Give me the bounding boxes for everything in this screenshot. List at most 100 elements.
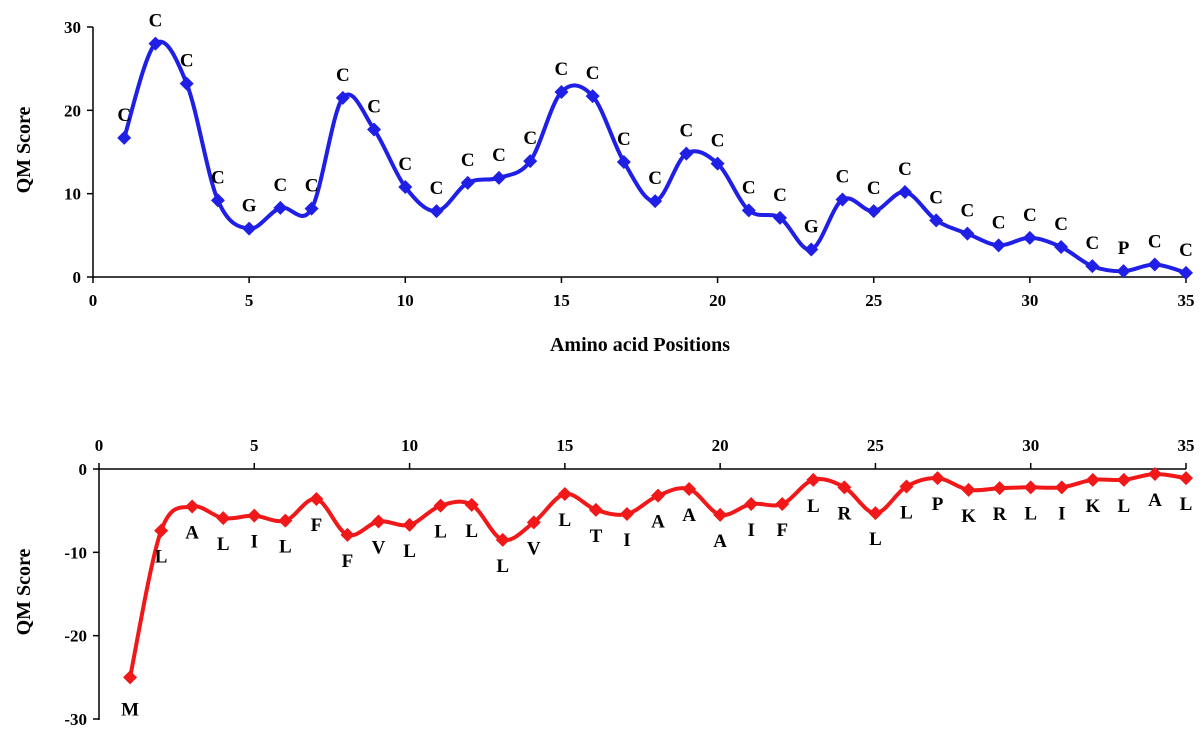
data-point-marker bbox=[679, 146, 694, 161]
data-point-label: C bbox=[586, 63, 600, 84]
data-point-marker bbox=[433, 498, 448, 513]
data-point-marker bbox=[179, 76, 194, 91]
data-point-marker bbox=[961, 482, 976, 497]
x-ticks: 0 5 10 15 20 25 30 35 bbox=[95, 436, 1195, 469]
data-point-marker bbox=[185, 499, 200, 514]
data-point-label: C bbox=[430, 178, 444, 199]
data-point-marker bbox=[1147, 257, 1162, 272]
data-point-label: L bbox=[279, 537, 292, 558]
data-point-marker bbox=[1147, 467, 1162, 481]
x-tick-label: 0 bbox=[95, 436, 104, 455]
data-point-marker bbox=[806, 472, 821, 487]
data-point-label: C bbox=[149, 11, 163, 32]
data-point-label: C bbox=[398, 154, 412, 175]
data-point-marker bbox=[1085, 472, 1100, 487]
data-point-marker bbox=[960, 226, 975, 241]
data-point-marker bbox=[247, 508, 262, 523]
data-point-marker bbox=[216, 511, 231, 526]
x-tick-label: 15 bbox=[556, 436, 573, 455]
data-point-label: C bbox=[992, 212, 1006, 233]
x-tick-label: 15 bbox=[553, 291, 570, 310]
data-point-marker bbox=[1022, 230, 1037, 245]
data-point-marker bbox=[992, 481, 1007, 496]
data-point-label: K bbox=[961, 506, 976, 527]
data-point-label: F bbox=[311, 515, 323, 536]
x-tick-label: 25 bbox=[865, 291, 882, 310]
data-point-label: C bbox=[961, 201, 975, 222]
data-point-marker bbox=[491, 170, 506, 185]
y-axis-title: QM Score bbox=[13, 548, 35, 635]
y-tick-label: -30 bbox=[64, 710, 87, 729]
data-point-label: C bbox=[742, 177, 756, 198]
data-point-label: C bbox=[211, 167, 225, 188]
data-point-marker bbox=[899, 479, 914, 494]
y-tick-label: 20 bbox=[64, 101, 81, 120]
data-point-label: R bbox=[993, 504, 1007, 525]
y-tick-label: 30 bbox=[64, 18, 81, 37]
data-point-label: C bbox=[117, 105, 131, 126]
data-point-label: L bbox=[1024, 503, 1037, 524]
data-point-marker bbox=[710, 156, 725, 171]
data-point-marker bbox=[773, 210, 788, 225]
data-point-marker bbox=[148, 36, 163, 51]
data-point-label: A bbox=[682, 505, 696, 526]
data-point-label: L bbox=[155, 547, 168, 568]
data-point-marker bbox=[1179, 265, 1193, 280]
data-point-label: A bbox=[651, 512, 665, 533]
data-point-label: L bbox=[900, 503, 913, 524]
data-point-label: L bbox=[496, 556, 509, 577]
data-point-label: P bbox=[932, 494, 944, 515]
x-tick-label: 30 bbox=[1021, 291, 1038, 310]
series-markers bbox=[123, 467, 1193, 685]
data-point-label: L bbox=[403, 541, 416, 562]
data-point-marker bbox=[335, 90, 350, 105]
data-point-label: C bbox=[367, 97, 381, 118]
data-point-marker bbox=[526, 515, 541, 530]
data-point-marker bbox=[460, 175, 475, 190]
data-point-label: L bbox=[1180, 494, 1193, 515]
data-point-label: I bbox=[623, 530, 630, 551]
data-point-label: C bbox=[929, 187, 943, 208]
data-point-label: C bbox=[523, 128, 537, 149]
data-point-label: K bbox=[1085, 496, 1100, 517]
data-point-marker bbox=[367, 122, 382, 137]
data-point-marker bbox=[588, 502, 603, 517]
data-point-label: L bbox=[1118, 496, 1131, 517]
data-point-label: L bbox=[465, 521, 478, 542]
data-point-marker bbox=[557, 487, 572, 501]
data-point-marker bbox=[929, 213, 944, 228]
data-point-marker bbox=[648, 194, 663, 209]
data-point-marker bbox=[398, 180, 413, 194]
data-point-marker bbox=[123, 670, 138, 685]
data-point-label: C bbox=[836, 167, 850, 188]
data-point-label: P bbox=[1118, 238, 1130, 259]
data-point-marker bbox=[1116, 264, 1131, 279]
qm-score-chart-top: 0 10 20 30 0 5 10 15 20 25 30 35 QM Score Amino ac… bbox=[13, 11, 1195, 356]
data-point-marker bbox=[1054, 240, 1069, 254]
data-point-marker bbox=[309, 492, 324, 506]
data-point-label: C bbox=[617, 129, 631, 150]
data-point-label: V bbox=[527, 538, 541, 559]
x-tick-label: 35 bbox=[1178, 291, 1195, 310]
data-point-label: C bbox=[1179, 240, 1193, 261]
data-point-label: C bbox=[1085, 233, 1099, 254]
data-point-marker bbox=[837, 480, 852, 495]
data-point-label: C bbox=[648, 168, 662, 189]
data-point-label: C bbox=[555, 59, 569, 80]
data-point-marker bbox=[554, 85, 569, 99]
data-point-label: C bbox=[1148, 232, 1162, 253]
data-point-label: C bbox=[1023, 205, 1037, 226]
data-point-label: C bbox=[1054, 214, 1068, 235]
data-point-marker bbox=[371, 514, 386, 529]
data-point-marker bbox=[804, 242, 819, 257]
data-point-marker bbox=[340, 527, 355, 542]
x-tick-label: 20 bbox=[709, 291, 726, 310]
x-tick-label: 10 bbox=[397, 291, 414, 310]
y-tick-label: -10 bbox=[64, 543, 87, 562]
data-point-label: V bbox=[372, 538, 386, 559]
data-point-marker bbox=[930, 471, 945, 486]
data-point-label: A bbox=[1148, 490, 1162, 511]
